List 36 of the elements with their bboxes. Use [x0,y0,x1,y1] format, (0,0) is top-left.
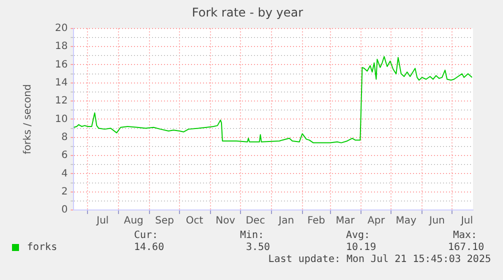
x-tick-label: May [396,216,417,227]
x-tick-label: Feb [307,216,326,227]
text: Cur: [134,230,158,241]
x-tick-label: Oct [186,216,204,227]
x-tick-label: Mar [336,216,356,227]
text: Min: [240,230,264,241]
y-tick-label: 8 [61,132,68,143]
x-tick-label: Jun [428,216,445,227]
y-tick-label: 0 [61,204,68,216]
x-tick-label: Jul [460,216,474,227]
text: Max: [453,230,478,241]
y-tick-label: 12 [54,96,68,107]
x-tick-label: Nov [216,216,236,227]
y-tick-label: 4 [61,168,68,180]
x-tick-label: Dec [246,216,266,227]
text: 3.50 [246,242,270,253]
text: Avg: [346,230,370,241]
x-tick-label: Sep [155,216,174,227]
text: 167.10 [448,242,484,253]
y-tick-label: 2 [61,186,68,198]
y-tick-label: 6 [61,150,68,162]
legend-label: forks [27,242,58,253]
y-axis-title: forks / second [22,84,34,154]
x-tick-label: Jul [96,216,109,227]
x-tick-label: Apr [368,216,386,227]
y-tick-label: 10 [54,114,68,125]
text: 10.19 [346,242,376,253]
y-tick-label: 14 [54,77,68,88]
chart-title: Fork rate - by year [192,5,304,20]
text: Last update: Mon Jul 21 15:45:03 2025 [268,254,491,265]
x-tick-label: Aug [124,216,144,227]
y-tick-label: 18 [54,41,68,52]
y-tick-label: 16 [54,59,68,70]
x-tick-label: Jan [278,216,294,227]
text: 14.60 [134,242,164,253]
y-tick-label: 20 [54,22,68,34]
